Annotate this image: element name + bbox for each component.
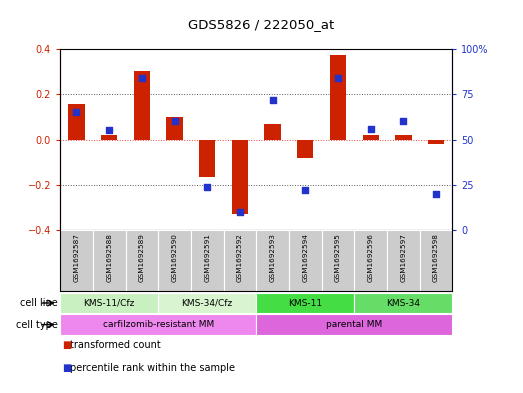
Text: cell type: cell type: [16, 320, 58, 330]
Point: [268, 97, 277, 103]
Bar: [387, 230, 419, 291]
Bar: [101, 135, 117, 140]
Text: KMS-34: KMS-34: [386, 299, 420, 307]
Bar: [419, 230, 452, 291]
Bar: [256, 293, 355, 313]
Bar: [224, 230, 256, 291]
Text: ■: ■: [62, 363, 71, 373]
Text: parental MM: parental MM: [326, 320, 382, 329]
Bar: [355, 293, 452, 313]
Text: GSM1692597: GSM1692597: [401, 233, 406, 282]
Text: cell line: cell line: [20, 298, 58, 308]
Bar: [60, 293, 158, 313]
Bar: [232, 140, 248, 214]
Bar: [199, 140, 215, 177]
Bar: [166, 117, 183, 140]
Bar: [428, 140, 444, 144]
Point: [399, 118, 407, 125]
Text: KMS-11/Cfz: KMS-11/Cfz: [84, 299, 135, 307]
Text: GSM1692591: GSM1692591: [204, 233, 210, 282]
Text: GSM1692595: GSM1692595: [335, 233, 341, 282]
Point: [72, 109, 81, 116]
Point: [367, 125, 375, 132]
Bar: [265, 124, 281, 140]
Text: GSM1692596: GSM1692596: [368, 233, 373, 282]
Point: [105, 127, 113, 134]
Point: [432, 191, 440, 197]
Point: [170, 118, 179, 125]
Text: percentile rank within the sample: percentile rank within the sample: [70, 363, 234, 373]
Bar: [256, 314, 452, 335]
Bar: [60, 230, 93, 291]
Bar: [69, 105, 85, 140]
Bar: [60, 314, 256, 335]
Text: GSM1692594: GSM1692594: [302, 233, 308, 282]
Bar: [322, 230, 355, 291]
Bar: [158, 293, 256, 313]
Point: [301, 187, 310, 193]
Bar: [289, 230, 322, 291]
Point: [138, 75, 146, 81]
Point: [203, 184, 211, 190]
Text: GSM1692598: GSM1692598: [433, 233, 439, 282]
Bar: [191, 230, 224, 291]
Bar: [330, 55, 346, 140]
Bar: [362, 135, 379, 140]
Bar: [158, 230, 191, 291]
Bar: [395, 135, 412, 140]
Text: GSM1692590: GSM1692590: [172, 233, 177, 282]
Text: carfilzomib-resistant MM: carfilzomib-resistant MM: [103, 320, 214, 329]
Point: [236, 209, 244, 215]
Text: GSM1692592: GSM1692592: [237, 233, 243, 282]
Text: KMS-11: KMS-11: [288, 299, 322, 307]
Bar: [256, 230, 289, 291]
Text: GSM1692588: GSM1692588: [106, 233, 112, 282]
Text: GDS5826 / 222050_at: GDS5826 / 222050_at: [188, 18, 335, 31]
Text: ■: ■: [62, 340, 71, 350]
Text: GSM1692593: GSM1692593: [270, 233, 276, 282]
Point: [334, 75, 342, 81]
Bar: [297, 140, 313, 158]
Text: GSM1692589: GSM1692589: [139, 233, 145, 282]
Text: KMS-34/Cfz: KMS-34/Cfz: [181, 299, 233, 307]
Bar: [134, 71, 150, 140]
Bar: [355, 230, 387, 291]
Bar: [93, 230, 126, 291]
Bar: [126, 230, 158, 291]
Text: GSM1692587: GSM1692587: [74, 233, 79, 282]
Text: transformed count: transformed count: [70, 340, 161, 350]
